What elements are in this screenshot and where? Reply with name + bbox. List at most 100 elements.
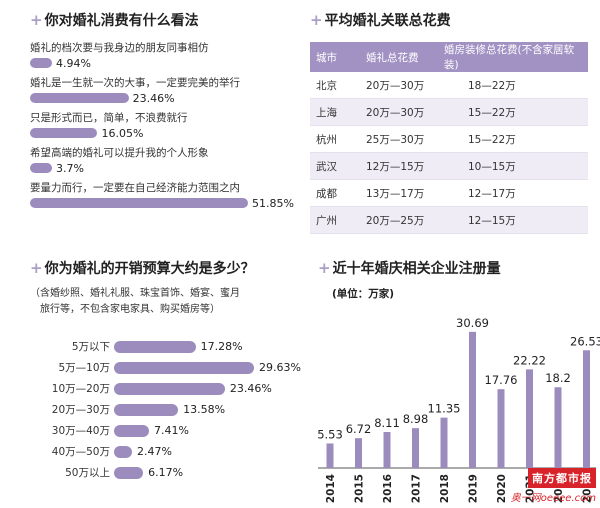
budget-row: 20万—30万 13.58% — [30, 401, 225, 418]
table-row: 杭州 25万—30万 15—22万 — [310, 125, 588, 153]
bar-2022 — [554, 387, 562, 468]
table-cell: 13万—17万 — [360, 179, 438, 207]
x-tick-label-2016: 2016 — [382, 474, 394, 503]
x-tick-label-2015: 2015 — [354, 474, 366, 503]
opinion-value: 51.85% — [252, 196, 294, 210]
x-tick-label-2014: 2014 — [325, 474, 337, 503]
data-label-2015: 6.72 — [346, 422, 372, 436]
budget-value: 7.41% — [154, 424, 189, 437]
opinion-bar-row: 4.94% — [30, 56, 320, 70]
opinion-value: 16.05% — [101, 126, 144, 140]
budget-panel: + 你为婚礼的开销预算大约是多少？ （含婚纱照、婚礼礼服、珠宝首饰、婚宴、蜜月 旅… — [30, 258, 320, 488]
table-body: 北京 20万—30万 18—22万 上海 20万—30万 15—22万 杭州 25万—30万 1… — [310, 72, 588, 234]
data-label-2018: 11.35 — [428, 402, 461, 416]
plus-icon: + — [318, 259, 331, 277]
budget-bar — [114, 403, 179, 416]
budget-note-line1: （含婚纱照、婚礼礼服、珠宝首饰、婚宴、蜜月 — [30, 288, 240, 299]
opinion-item: 要量力而行，一定要在自己经济能力范围之内 51.85% — [30, 182, 320, 210]
budget-label: 5万以下 — [71, 341, 110, 353]
table-cell: 杭州 — [310, 125, 360, 153]
opinion-bar-row: 3.7% — [30, 161, 320, 175]
bar-2021 — [526, 369, 533, 468]
table-row: 上海 20万—30万 15—22万 — [310, 98, 588, 126]
table-cell: 20万—30万 — [360, 98, 438, 126]
opinion-label: 要量力而行，一定要在自己经济能力范围之内 — [30, 182, 240, 194]
budget-list: 5万以下 17.28% 5万—10万 29.63% 10万—20万 23.46% 20万—3… — [30, 338, 320, 488]
table-cell: 20万—25万 — [360, 206, 438, 234]
table-cell: 北京 — [310, 72, 360, 99]
budget-bar — [114, 466, 144, 479]
opinion-bar-row: 16.05% — [30, 126, 320, 140]
table-cell: 15—22万 — [438, 125, 588, 153]
table-cell: 18—22万 — [438, 72, 588, 99]
opinion-item: 只是形式而已，简单，不浪费就行 16.05% — [30, 112, 320, 140]
table-cell: 上海 — [310, 98, 360, 126]
data-label-2022: 18.2 — [545, 371, 571, 385]
budget-note: （含婚纱照、婚礼礼服、珠宝首饰、婚宴、蜜月 旅行等，不包含家电家具、购买婚房等） — [30, 286, 320, 318]
opinion-bar — [30, 128, 98, 138]
table-cell: 10—15万 — [438, 152, 588, 180]
table-header-cell: 城市 — [310, 42, 360, 72]
x-tick-label-2020: 2020 — [496, 474, 508, 503]
budget-label: 10万—20万 — [51, 383, 110, 395]
budget-row: 5万—10万 29.63% — [30, 359, 301, 376]
cost-table: 城市 婚礼总花费 婚房装修总花费(不含家居软装) 北京 20万—30万 18—22万 上海… — [310, 42, 588, 234]
cost-panel: + 平均婚礼关联总花费 城市 婚礼总花费 婚房装修总花费(不含家居软装) 北京 20万—… — [310, 10, 595, 240]
opinion-label: 婚礼是一生就一次的大事，一定要完美的举行 — [30, 77, 240, 89]
unit-label: (单位：万家) — [332, 288, 395, 300]
cost-title: + 平均婚礼关联总花费 — [310, 11, 451, 29]
table-cell: 广州 — [310, 206, 360, 234]
data-label-2020: 17.76 — [485, 373, 518, 387]
opinion-value: 4.94% — [56, 56, 91, 70]
budget-value: 2.47% — [137, 445, 172, 458]
opinion-label: 只是形式而已，简单，不浪费就行 — [30, 112, 188, 124]
data-label-2017: 8.98 — [403, 412, 429, 426]
table-header-cell: 婚房装修总花费(不含家居软装) — [438, 42, 588, 72]
table-cell: 12万—15万 — [360, 152, 438, 180]
site-watermark: 奥一网oeeee.com — [510, 493, 596, 504]
budget-label: 40万—50万 — [51, 446, 110, 458]
budget-bar — [114, 361, 254, 374]
budget-value: 17.28% — [200, 340, 243, 353]
opinion-bar-row: 23.46% — [30, 91, 320, 105]
bar-2023 — [583, 350, 590, 468]
budget-label: 5万—10万 — [58, 362, 110, 374]
table-row: 北京 20万—30万 18—22万 — [310, 72, 588, 99]
bar-2017 — [412, 428, 419, 468]
budget-row: 30万—40万 7.41% — [30, 422, 189, 439]
plus-icon: + — [310, 11, 323, 29]
table-row: 广州 20万—25万 12—15万 — [310, 206, 588, 234]
x-tick-label-2017: 2017 — [411, 474, 423, 503]
bar-2014 — [326, 443, 334, 468]
table-cell: 20万—30万 — [360, 72, 438, 99]
opinion-item: 婚礼是一生就一次的大事，一定要完美的举行 23.46% — [30, 77, 320, 105]
data-label-2023: 26.53 — [570, 334, 600, 348]
newspaper-logo: 南方都市报 — [528, 468, 596, 488]
budget-row: 5万以下 17.28% — [30, 338, 243, 355]
table-cell: 武汉 — [310, 152, 360, 180]
bar-2018 — [440, 417, 448, 468]
table-cell: 15—22万 — [438, 98, 588, 126]
table-row: 武汉 12万—15万 10—15万 — [310, 152, 588, 180]
table-header-cell: 婚礼总花费 — [360, 42, 438, 72]
opinion-item: 希望高端的婚礼可以提升我的个人形象 3.7% — [30, 147, 320, 175]
data-label-2014: 5.53 — [318, 427, 343, 441]
registration-title: + 近十年婚庆相关企业注册量 — [318, 259, 501, 277]
budget-label: 30万—40万 — [51, 425, 110, 437]
opinion-bar — [30, 198, 248, 208]
budget-title: + 你为婚礼的开销预算大约是多少？ — [30, 259, 255, 277]
opinion-label: 婚礼的档次要与我身边的朋友同事相仿 — [30, 42, 209, 54]
budget-note-line2: 旅行等，不包含家电家具、购买婚房等） — [40, 304, 220, 315]
budget-bar — [114, 424, 149, 437]
opinion-item: 婚礼的档次要与我身边的朋友同事相仿 4.94% — [30, 42, 320, 70]
budget-value: 29.63% — [259, 361, 301, 374]
opinion-bar — [30, 93, 129, 103]
opinion-label: 希望高端的婚礼可以提升我的个人形象 — [30, 147, 209, 159]
budget-bar — [114, 340, 196, 353]
table-cell: 25万—30万 — [360, 125, 438, 153]
opinion-bar — [30, 58, 52, 68]
budget-bar — [114, 382, 225, 395]
data-label-2016: 8.11 — [374, 416, 400, 430]
plus-icon: + — [30, 11, 43, 29]
opinion-value: 23.46% — [132, 91, 175, 105]
